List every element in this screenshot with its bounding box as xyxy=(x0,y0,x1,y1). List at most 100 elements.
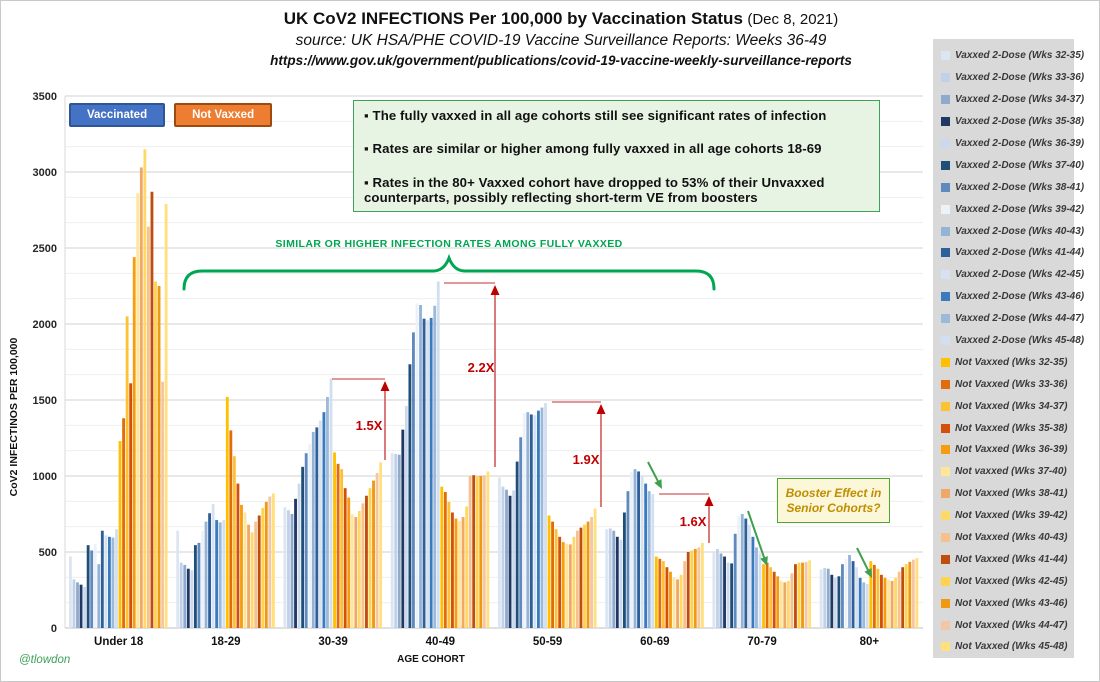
bar xyxy=(157,286,161,628)
bar xyxy=(322,412,326,628)
bar xyxy=(290,514,294,628)
legend-item: Not Vaxxed (Wks 45-48) xyxy=(941,636,1074,658)
legend-swatch xyxy=(941,204,950,214)
bar xyxy=(908,561,912,628)
legend-item: Vaxxed 2-Dose (Wks 36-39) xyxy=(941,133,1084,155)
bar xyxy=(661,561,665,628)
bar xyxy=(904,564,908,628)
bar xyxy=(676,579,679,628)
bar xyxy=(755,547,758,628)
bar xyxy=(315,427,319,628)
bar xyxy=(225,396,229,628)
bar xyxy=(841,564,844,628)
bar xyxy=(69,556,72,628)
x-tick-label: 40-49 xyxy=(426,636,455,648)
bar xyxy=(368,488,372,628)
bar xyxy=(176,530,180,628)
bar xyxy=(744,518,748,628)
ratio-label: 1.9X xyxy=(573,452,600,467)
legend-item: Vaxxed 2-Dose (Wks 41-44) xyxy=(941,242,1084,264)
bar xyxy=(294,498,297,628)
bar xyxy=(512,490,516,628)
bar xyxy=(150,191,154,628)
legend-item: Not Vaxxed (Wks 40-43) xyxy=(941,527,1074,549)
bar xyxy=(640,476,644,628)
bar xyxy=(723,556,726,628)
legend-label: Vaxxed 2-Dose (Wks 39-42) xyxy=(955,203,1085,215)
legend-label: Vaxxed 2-Dose (Wks 45-48) xyxy=(955,335,1085,347)
bar xyxy=(422,318,426,628)
bar xyxy=(890,580,894,628)
bar xyxy=(465,506,469,628)
bar xyxy=(479,476,483,628)
bar xyxy=(769,567,773,628)
bar xyxy=(697,547,701,628)
bar xyxy=(855,567,859,628)
bar xyxy=(772,571,776,628)
bar xyxy=(240,504,243,628)
bar xyxy=(329,378,333,628)
bar xyxy=(104,535,108,628)
bar xyxy=(76,582,79,628)
bar xyxy=(257,515,261,628)
bar xyxy=(612,530,616,628)
bar xyxy=(551,521,555,628)
chart-title: UK CoV2 INFECTIONS Per 100,000 by Vaccin… xyxy=(283,9,743,28)
legend-item: Not Vaxxed (Wks 38-41) xyxy=(941,483,1074,505)
bar xyxy=(122,418,126,628)
bar xyxy=(672,577,676,628)
ratio-arrowhead xyxy=(380,381,390,391)
ratio-arrowhead xyxy=(704,496,714,506)
bar xyxy=(215,520,219,628)
bar xyxy=(683,561,687,628)
ratio-arrowhead xyxy=(490,285,500,295)
y-tick-label: 2000 xyxy=(33,319,57,331)
bar xyxy=(830,574,834,628)
bar xyxy=(408,364,412,628)
legend-item: Vaxxed 2-Dose (Wks 40-43) xyxy=(941,220,1084,242)
bar xyxy=(375,472,379,628)
bar xyxy=(883,577,887,628)
legend-item: Vaxxed 2-Dose (Wks 42-45) xyxy=(941,264,1084,286)
bar xyxy=(619,539,623,628)
bar xyxy=(887,579,890,628)
bar xyxy=(540,407,544,628)
bar xyxy=(568,544,572,628)
booster-note-text: Booster Effect in Senior Cohorts? xyxy=(785,485,882,515)
bar xyxy=(590,517,594,628)
bar xyxy=(804,561,808,628)
bar xyxy=(154,281,157,628)
bar xyxy=(526,412,530,628)
bar xyxy=(848,555,851,628)
legend-swatch xyxy=(941,95,950,105)
legend-label: Not vaxxed (Wks 37-40) xyxy=(955,466,1067,478)
legend-item: Vaxxed 2-Dose (Wks 34-37) xyxy=(941,89,1084,111)
legend-label: Vaxxed 2-Dose (Wks 35-38) xyxy=(955,116,1085,128)
bar xyxy=(572,536,576,628)
bar xyxy=(894,577,898,628)
source-url: https://www.gov.uk/government/publicatio… xyxy=(270,53,852,68)
legend-swatch xyxy=(941,423,950,433)
bar xyxy=(501,486,505,628)
legend-label: Vaxxed 2-Dose (Wks 34-37) xyxy=(955,94,1085,106)
bar xyxy=(201,530,204,628)
bar xyxy=(719,553,723,628)
bar xyxy=(236,483,240,628)
bar xyxy=(686,552,690,628)
bar xyxy=(869,561,873,628)
legend-swatch xyxy=(941,642,950,652)
bar xyxy=(419,305,422,628)
bar xyxy=(261,507,265,628)
legend-label: Vaxxed 2-Dose (Wks 33-36) xyxy=(955,72,1085,84)
bar xyxy=(605,529,609,628)
bar xyxy=(118,441,122,628)
bar xyxy=(482,475,486,628)
booster-arrow-shaft xyxy=(747,510,766,559)
bar xyxy=(498,477,501,628)
bar xyxy=(647,491,651,628)
legend-swatch xyxy=(941,248,950,258)
bar xyxy=(783,582,787,628)
legend-swatch xyxy=(941,292,950,302)
bar xyxy=(433,305,437,628)
